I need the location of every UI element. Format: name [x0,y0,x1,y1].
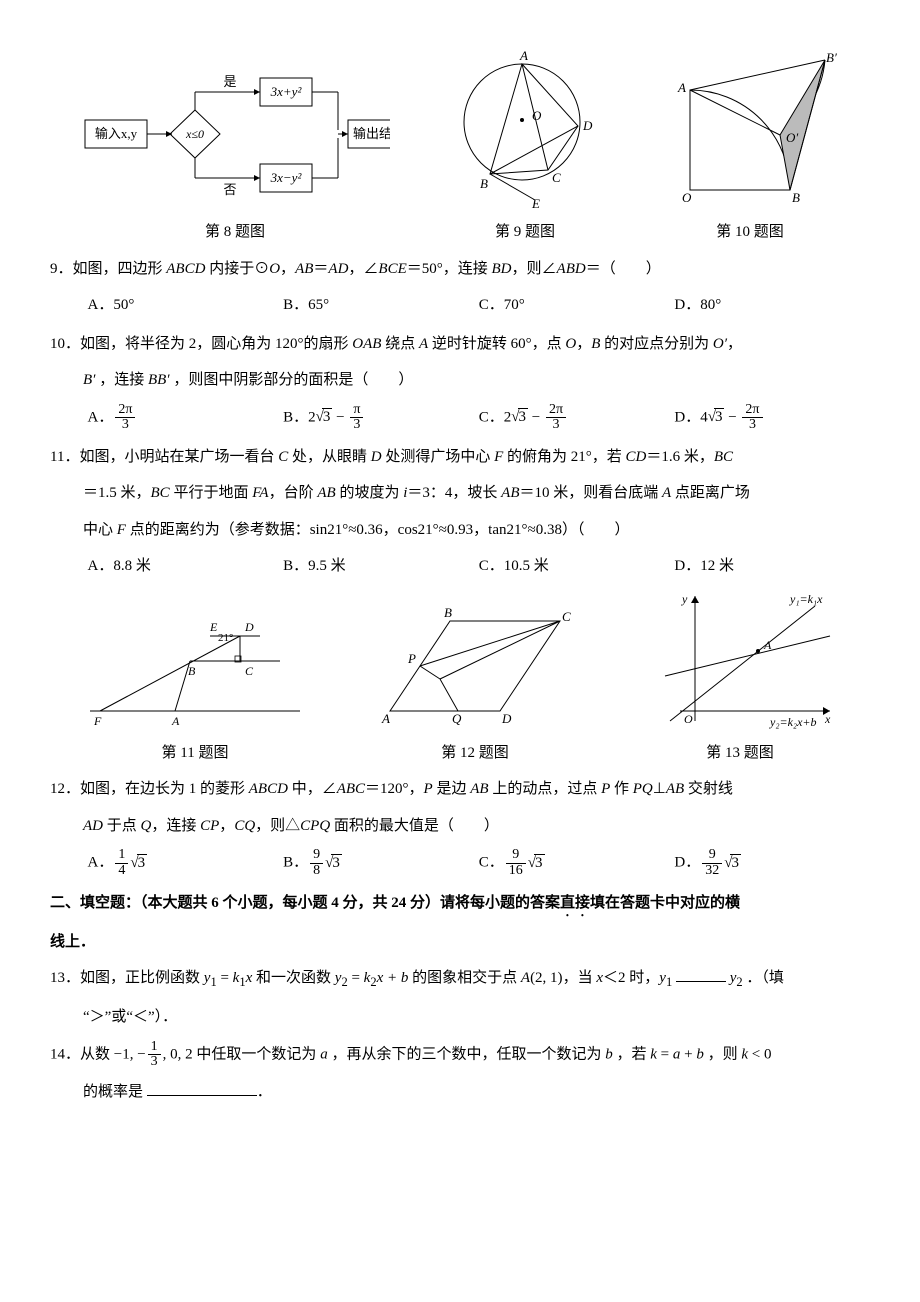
question-10-line2: B′ ，连接 BB′ ，则图中阴影部分的面积是（ ） [50,366,870,395]
svg-text:B: B [480,176,488,191]
question-12: 12．如图，在边长为 1 的菱形 ABCD 中，∠ABC＝120°，P 是边 A… [50,775,870,804]
svg-text:F: F [93,714,102,728]
svg-text:是: 是 [223,74,236,89]
svg-text:C: C [245,664,254,678]
svg-text:C: C [562,609,571,624]
svg-text:D: D [582,118,593,133]
svg-text:A: A [677,80,686,95]
svg-text:B: B [444,605,452,620]
question-9: 9．如图，四边形 ABCD 内接于⊙O，AB＝AD，∠BCE＝50°，连接 BD… [50,255,870,284]
fig10-caption: 第 10 题图 [716,218,784,247]
svg-text:输出结果: 输出结果 [353,126,390,141]
svg-text:E: E [209,620,218,634]
figure-11: E D 21° B C F A 第 11 题图 [80,601,310,768]
circle-svg: O A D C B E [450,50,600,210]
figure-13: A O x y y₁=k₁x y₂=k₂x+b 第 13 题图 [640,591,840,768]
flowchart-svg: 输入x,y x≤0 是 3x+y² 否 3x−y² [80,60,390,210]
q12-opt-a: A．143 [88,848,284,878]
q14-blank[interactable] [147,1080,257,1096]
svg-text:x≤0: x≤0 [185,127,204,141]
q9-opt-d: D．80° [674,291,870,320]
q12-options: A．143 B．983 C．9163 D．9323 [50,848,870,878]
figures-row-2: E D 21° B C F A 第 11 题图 A B C D P Q 第 12… [50,591,870,768]
q12-opt-b: B．983 [283,848,479,878]
svg-text:P: P [407,651,416,666]
question-13: 13．如图，正比例函数 y1 = k1x 和一次函数 y2 = k2x + b … [50,964,870,995]
figure-9: O A D C B E 第 9 题图 [450,50,600,247]
svg-text:B: B [792,190,800,205]
fig9-caption: 第 9 题图 [495,218,555,247]
svg-text:A: A [519,50,528,63]
q10-opt-a: A．2π3 [88,403,284,433]
fig13-caption: 第 13 题图 [706,739,774,768]
svg-text:3x−y²: 3x−y² [270,170,303,185]
question-10: 10．如图，将半径为 2，圆心角为 120°的扇形 OAB 绕点 A 逆时针旋转… [50,330,870,359]
fig11-caption: 第 11 题图 [162,739,229,768]
q10-opt-c: C．23 − 2π3 [479,403,675,433]
svg-text:输入x,y: 输入x,y [95,126,138,141]
q11-opt-d: D．12 米 [674,552,870,581]
q9-opt-b: B．65° [283,291,479,320]
svg-text:3x+y²: 3x+y² [270,84,303,99]
section-2-title-b: 线上． [50,928,870,957]
svg-text:21°: 21° [218,632,233,644]
question-14-l2: 的概率是 ． [50,1078,870,1107]
q10-options: A．2π3 B．23 − π3 C．23 − 2π3 D．43 − 2π3 [50,403,870,433]
question-14: 14．从数 −1, −13, 0, 2 中任取一个数记为 a ，再从余下的三个数… [50,1040,870,1070]
q11-opt-b: B．9.5 米 [283,552,479,581]
q10-opt-b: B．23 − π3 [283,403,479,433]
fig12-caption: 第 12 题图 [441,739,509,768]
fig13-svg: A O x y y₁=k₁x y₂=k₂x+b [640,591,840,731]
svg-text:y₁=k₁x: y₁=k₁x [789,592,823,606]
svg-text:y₂=k₂x+b: y₂=k₂x+b [769,715,817,729]
svg-text:D: D [244,620,254,634]
question-11-l2: ＝1.5 米，BC 平行于地面 FA，台阶 AB 的坡度为 i＝3：4，坡长 A… [50,479,870,508]
fig8-caption: 第 8 题图 [205,218,265,247]
q11-options: A．8.8 米 B．9.5 米 C．10.5 米 D．12 米 [50,552,870,581]
svg-text:O′: O′ [786,130,798,145]
section-2-title: 二、填空题：（本大题共 6 个小题，每小题 4 分，共 24 分）请将每小题的答… [50,889,870,920]
q9-opt-a: A．50° [88,291,284,320]
q11-opt-a: A．8.8 米 [88,552,284,581]
svg-text:C: C [552,170,561,185]
svg-text:A: A [171,714,180,728]
question-13-l2: “＞”或“＜”）． [50,1003,870,1032]
q13-blank[interactable] [676,966,726,982]
figure-12: A B C D P Q 第 12 题图 [370,601,580,768]
question-12-l2: AD 于点 Q，连接 CP，CQ，则△CPQ 面积的最大值是（ ） [50,812,870,841]
fig12-svg: A B C D P Q [370,601,580,731]
svg-text:A: A [381,711,390,726]
q10-opt-d: D．43 − 2π3 [674,403,870,433]
svg-text:A: A [763,638,772,652]
question-11: 11．如图，小明站在某广场一看台 C 处，从眼睛 D 处测得广场中心 F 的俯角… [50,443,870,472]
svg-text:B′: B′ [826,50,837,65]
figures-row-1: 输入x,y x≤0 是 3x+y² 否 3x−y² [50,50,870,247]
svg-text:y: y [681,592,688,606]
fig11-svg: E D 21° B C F A [80,601,310,731]
svg-text:否: 否 [223,182,236,197]
q12-opt-d: D．9323 [674,848,870,878]
svg-text:Q: Q [452,711,462,726]
figure-8: 输入x,y x≤0 是 3x+y² 否 3x−y² [80,60,390,247]
question-11-l3: 中心 F 点的距离约为（参考数据：sin21°≈0.36，cos21°≈0.93… [50,516,870,545]
svg-text:O: O [684,712,693,726]
q12-opt-c: C．9163 [479,848,675,878]
svg-text:O: O [682,190,692,205]
svg-text:B: B [188,664,196,678]
svg-text:x: x [824,712,831,726]
figure-10: A O B O′ B′ 第 10 题图 [660,50,840,247]
q9-opt-c: C．70° [479,291,675,320]
q9-options: A．50° B．65° C．70° D．80° [50,291,870,320]
svg-text:D: D [501,711,512,726]
q11-opt-c: C．10.5 米 [479,552,675,581]
sector-svg: A O B O′ B′ [660,50,840,210]
